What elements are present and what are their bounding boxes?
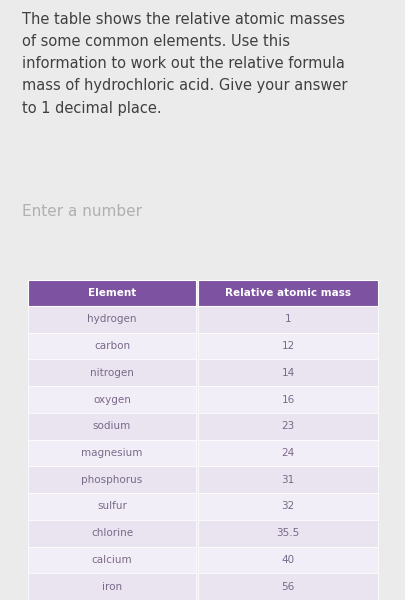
Bar — [198, 306, 377, 333]
Text: 14: 14 — [281, 368, 294, 378]
Text: 31: 31 — [281, 475, 294, 485]
Bar — [198, 333, 377, 359]
Bar — [198, 413, 377, 440]
Text: 23: 23 — [281, 421, 294, 431]
Bar — [28, 520, 196, 547]
Bar — [198, 520, 377, 547]
Bar — [28, 493, 196, 520]
Bar — [28, 573, 196, 600]
Bar — [198, 280, 377, 306]
Text: Element: Element — [87, 288, 136, 298]
Text: 40: 40 — [281, 555, 294, 565]
Text: The table shows the relative atomic masses
of some common elements. Use this
inf: The table shows the relative atomic mass… — [22, 12, 347, 116]
Text: sulfur: sulfur — [97, 502, 127, 511]
Bar — [28, 547, 196, 573]
Text: 24: 24 — [281, 448, 294, 458]
Bar — [28, 359, 196, 386]
Text: nitrogen: nitrogen — [90, 368, 134, 378]
Bar — [28, 306, 196, 333]
Bar — [198, 359, 377, 386]
Text: 16: 16 — [281, 395, 294, 404]
Bar — [198, 547, 377, 573]
Text: 32: 32 — [281, 502, 294, 511]
Text: oxygen: oxygen — [93, 395, 131, 404]
Bar — [28, 413, 196, 440]
Text: phosphorus: phosphorus — [81, 475, 142, 485]
Bar — [198, 386, 377, 413]
Bar — [28, 466, 196, 493]
Text: iron: iron — [102, 581, 122, 592]
Text: 35.5: 35.5 — [276, 528, 299, 538]
Bar — [198, 466, 377, 493]
Text: carbon: carbon — [94, 341, 130, 351]
Text: Enter a number: Enter a number — [22, 205, 142, 220]
Bar — [198, 573, 377, 600]
Bar — [28, 333, 196, 359]
Text: magnesium: magnesium — [81, 448, 142, 458]
Text: sodium: sodium — [93, 421, 131, 431]
Text: calcium: calcium — [92, 555, 132, 565]
Text: 56: 56 — [281, 581, 294, 592]
Bar — [198, 440, 377, 466]
Text: chlorine: chlorine — [91, 528, 133, 538]
Bar — [28, 440, 196, 466]
Text: 1: 1 — [284, 314, 291, 325]
Text: 12: 12 — [281, 341, 294, 351]
Bar — [28, 280, 196, 306]
Text: hydrogen: hydrogen — [87, 314, 136, 325]
Bar — [198, 493, 377, 520]
Bar — [28, 386, 196, 413]
Text: Relative atomic mass: Relative atomic mass — [224, 288, 350, 298]
